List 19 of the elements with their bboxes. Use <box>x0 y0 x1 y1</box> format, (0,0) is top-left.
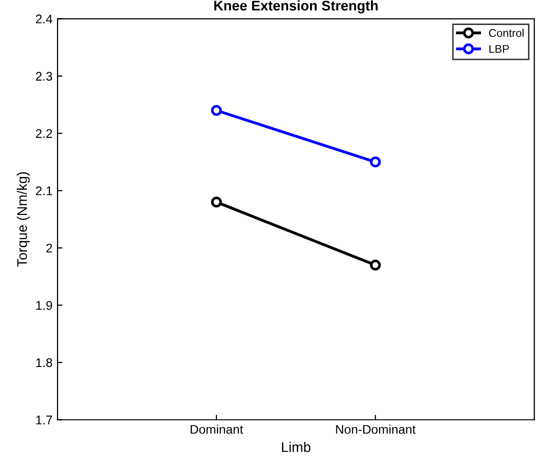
y-tick-label: 2.1 <box>36 186 52 196</box>
point <box>211 196 222 208</box>
point <box>370 260 381 271</box>
y-tick-label: 1.7 <box>36 416 52 424</box>
y-axis-title: Torque (Nm/kg) <box>16 172 30 267</box>
y-tick-label: 2.2 <box>36 129 52 138</box>
legend-label: Control <box>489 28 524 37</box>
y-tick-label: 2 <box>46 244 52 252</box>
y-tick-label: 1.9 <box>36 300 52 310</box>
x-axis-title: Limb <box>282 442 310 452</box>
legend-label: LBP <box>489 45 509 53</box>
x-tick-label: Non-Dominant <box>336 424 416 434</box>
y-tick-label: 1.8 <box>36 358 52 368</box>
y-tick-label: 2.4 <box>36 14 52 24</box>
point <box>370 156 381 168</box>
chart-title: Knee Extension Strength <box>214 0 378 14</box>
x-tick-label: Dominant <box>190 424 244 434</box>
point <box>211 105 222 116</box>
y-tick-label: 2.3 <box>36 72 52 81</box>
